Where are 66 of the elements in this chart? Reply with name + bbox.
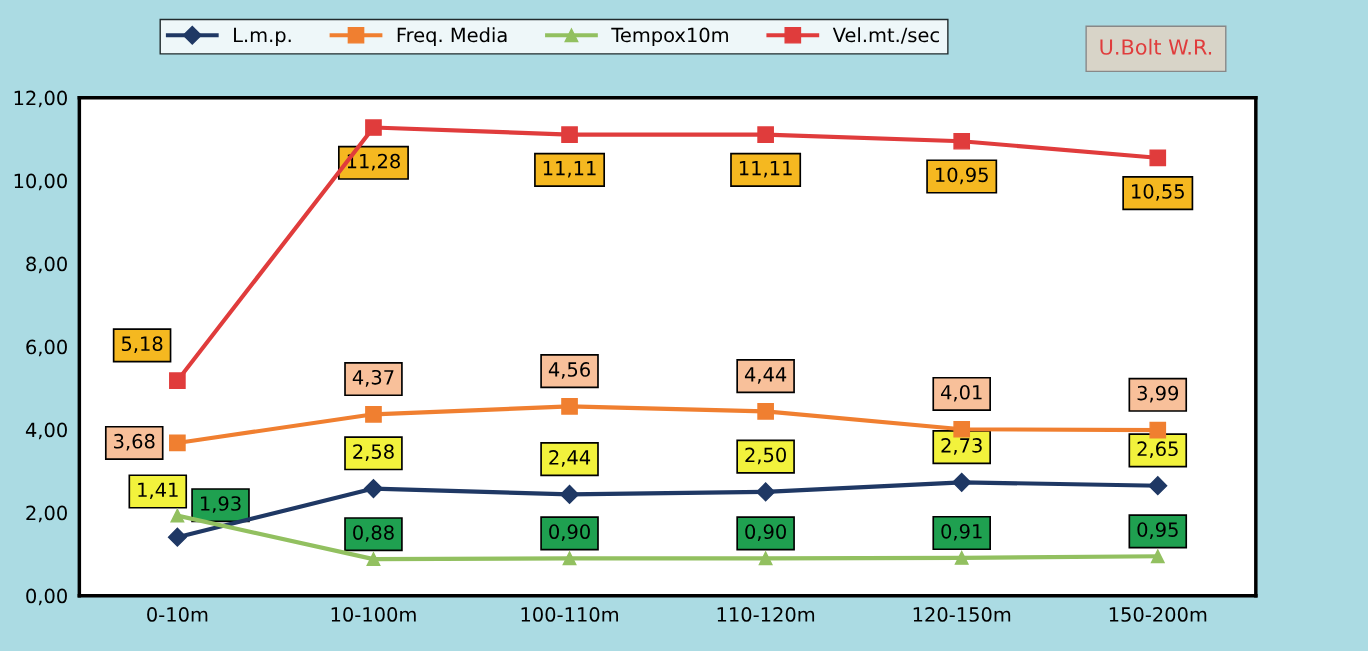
chart-subtitle: U.Bolt W.R.: [1100, 38, 1212, 55]
y-tick-label: 4,00: [25, 422, 67, 440]
data-label: 0,88: [353, 525, 394, 542]
y-tick-label: 0,00: [26, 588, 67, 606]
x-tick-label: 100-110m: [521, 607, 618, 622]
point: [757, 126, 774, 143]
point: [757, 403, 774, 420]
point: [952, 472, 972, 492]
data-label: 0,90: [745, 524, 786, 542]
point: [561, 398, 578, 415]
data-label: 1,93: [201, 496, 241, 513]
y-tick-label: 10,00: [14, 173, 67, 191]
point: [561, 126, 578, 143]
point: [560, 484, 580, 504]
y-tick-label: 2,00: [26, 505, 67, 523]
y-tick-label: 8,00: [26, 256, 67, 274]
point: [366, 552, 381, 567]
data-label: 5,18: [121, 336, 163, 354]
data-label: 11,11: [543, 161, 596, 178]
y-tick-label: 6,00: [26, 339, 67, 357]
x-tick-label: 150-200m: [1109, 607, 1207, 622]
data-label: 4,37: [352, 369, 394, 387]
point: [953, 132, 971, 150]
data-label: 4,44: [744, 367, 787, 384]
legend-label: Vel.mt./sec: [832, 27, 939, 44]
point: [1150, 549, 1165, 564]
point: [1149, 149, 1167, 167]
data-label: 10,95: [936, 167, 988, 185]
data-label: 2,73: [941, 438, 982, 455]
x-tick-label: 0-10m: [147, 607, 208, 622]
point: [562, 551, 577, 566]
legend-label: Tempox10m: [611, 27, 728, 47]
point: [758, 551, 773, 566]
y-tick-label: 12,00: [14, 90, 67, 108]
x-tick-label: 110-120m: [717, 607, 815, 622]
point: [365, 405, 382, 423]
data-label: 0,91: [941, 523, 982, 541]
point: [169, 434, 186, 452]
data-label: 11,11: [739, 161, 792, 178]
x-tick-label: 10-100m: [331, 607, 416, 622]
data-label: 0,95: [1137, 522, 1178, 539]
data-label: 4,01: [941, 384, 982, 402]
point: [170, 508, 185, 523]
data-label: 0,90: [549, 524, 590, 542]
point: [954, 550, 969, 565]
data-label: 3,99: [1137, 385, 1179, 403]
point: [365, 119, 382, 136]
legend-label: Freq. Media: [397, 27, 507, 47]
data-label: 10,55: [1132, 184, 1184, 201]
x-tick-label: 120-150m: [913, 607, 1011, 622]
point: [1148, 476, 1168, 496]
data-label: 11,28: [347, 153, 400, 171]
data-label: 3,68: [114, 433, 155, 451]
data-label: 2,50: [745, 447, 786, 465]
point: [1149, 421, 1167, 439]
data-label: 2,65: [1137, 441, 1178, 459]
data-label: 2,58: [353, 444, 394, 461]
point: [169, 372, 186, 390]
point: [167, 527, 187, 547]
point: [363, 479, 383, 499]
point: [756, 482, 776, 502]
point: [953, 420, 971, 438]
data-label: 4,56: [548, 362, 590, 379]
data-label: 1,41: [138, 482, 178, 500]
data-label: 2,44: [549, 450, 591, 467]
legend-label: L.m.p.: [234, 27, 291, 47]
